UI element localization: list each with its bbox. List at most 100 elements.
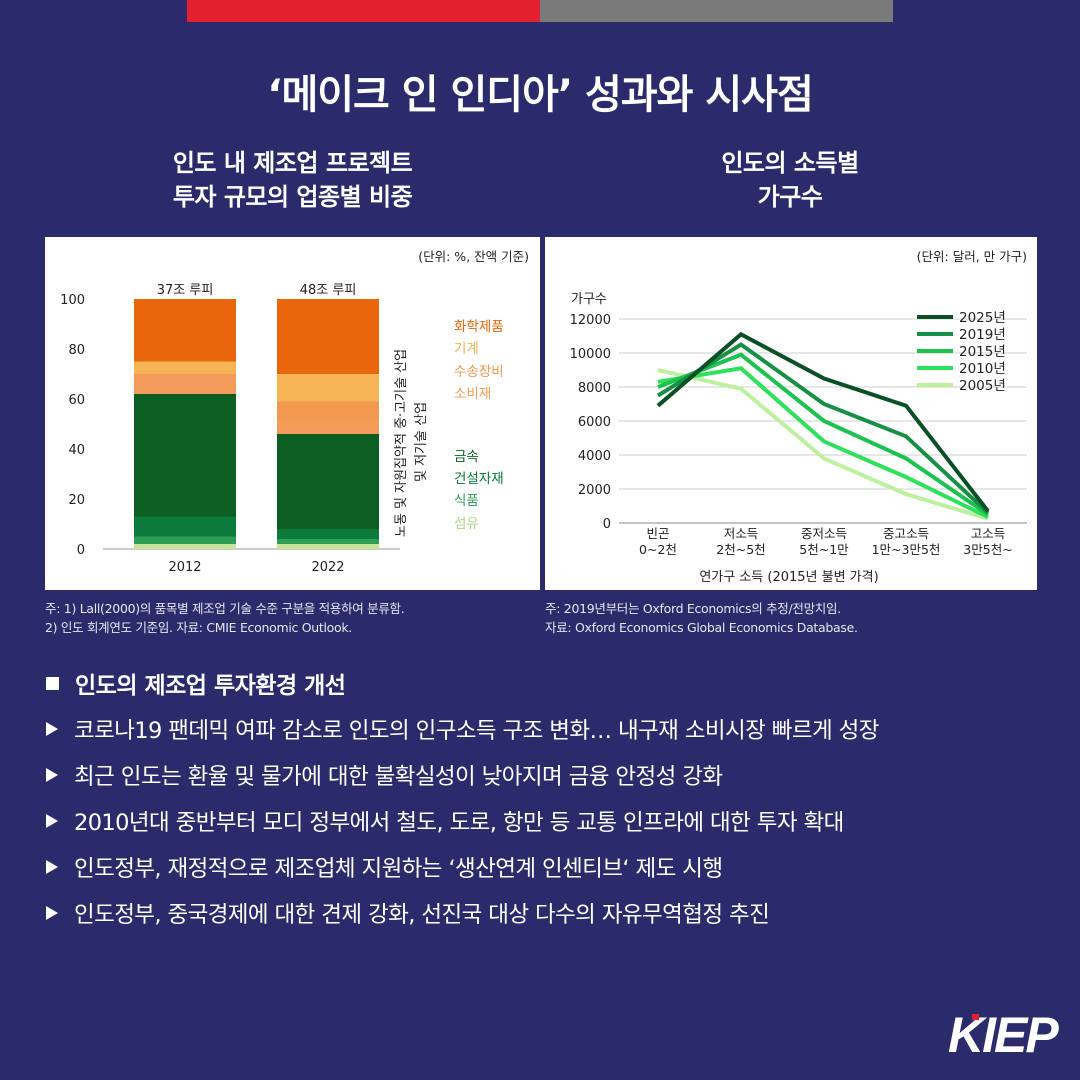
list-item: 2010년대 중반부터 모디 정부에서 철도, 도로, 항만 등 교통 인프라에… <box>46 798 1056 844</box>
legend-label-2025년: 2025년 <box>959 310 1006 326</box>
list-item-text: 최근 인도는 환율 및 물가에 대한 불확실성이 낮아지며 금융 안정성 강화 <box>74 764 723 790</box>
legend-label-2015년: 2015년 <box>959 344 1006 360</box>
bar-chart-panel: (단위: %, 잔액 기준) 0 20 40 60 80 100 37조 루피 2012 48조 … <box>45 237 540 590</box>
y-tick-label: 20 <box>68 493 85 508</box>
bar-segment-소비재 <box>134 374 236 394</box>
legend-label-식품: 식품 <box>454 493 479 509</box>
y-tick-label: 12000 <box>570 313 611 328</box>
list-item: 최근 인도는 환율 및 물가에 대한 불확실성이 낮아지며 금융 안정성 강화 <box>46 752 1056 798</box>
page-title: ‘메이크 인 인디아’ 성과와 시사점 <box>267 72 814 118</box>
triangle-bullet-icon <box>46 768 58 782</box>
legend-label-건설자재: 건설자재 <box>454 471 504 487</box>
series-line-2025년 <box>656 331 990 513</box>
list-item: 인도정부, 중국경제에 대한 견제 강화, 선진국 대상 다수의 자유무역협정 … <box>46 890 1056 936</box>
bar-segment-섬유 <box>134 544 236 549</box>
bar-segment-기계 <box>277 374 379 402</box>
triangle-bullet-icon <box>46 814 58 828</box>
y-tick-label: 6000 <box>578 415 611 430</box>
group-label: 및 저기술 산업 <box>414 402 429 482</box>
legend-label-2010년: 2010년 <box>959 361 1006 377</box>
left-chart-title-line: 인도 내 제조업 프로젝트 <box>172 149 413 177</box>
bar-segment-금속 <box>134 394 236 517</box>
bar-total-label: 48조 루피 <box>300 283 357 298</box>
note-line: 주: 1) Lall(2000)의 품목별 제조업 기술 수준 구분을 적용하여… <box>45 601 405 616</box>
left-chart-title-line: 투자 규모의 업종별 비중 <box>172 183 413 211</box>
legend-label-2005년: 2005년 <box>959 378 1006 394</box>
note-line: 2) 인도 회계연도 기준임. 자료: CMIE Economic Outloo… <box>45 620 352 635</box>
top-accent-bar-red <box>187 0 540 22</box>
y-tick-label: 4000 <box>578 449 611 464</box>
y-tick-label: 100 <box>60 293 85 308</box>
chart-unit-label: (단위: %, 잔액 기준) <box>418 249 529 264</box>
line-chart: (단위: 달러, 만 가구) 가구수 0 2000 4000 6000 8000 10000 1… <box>570 249 1027 585</box>
y-tick-label: 0 <box>603 517 611 532</box>
y-tick-label: 40 <box>68 443 85 458</box>
x-tick-label: 5천~1만 <box>799 542 849 557</box>
triangle-bullet-icon <box>46 860 58 874</box>
kiep-logo-text: KIEP <box>948 1007 1059 1060</box>
legend-label-금속: 금속 <box>454 449 479 465</box>
legend-label-기계: 기계 <box>454 341 479 357</box>
top-accent-bar-gray <box>540 0 893 22</box>
bar-segment-수송장비 <box>277 401 379 419</box>
bar-segment-건설자재 <box>277 529 379 539</box>
y-tick-label: 2000 <box>578 483 611 498</box>
left-chart-title: 인도 내 제조업 프로젝트 투자 규모의 업종별 비중 <box>45 146 540 214</box>
series-line-2019년 <box>656 342 990 515</box>
legend-label-수송장비: 수송장비 <box>454 364 504 380</box>
square-bullet-icon <box>46 676 59 690</box>
y-tick-label: 60 <box>68 393 85 408</box>
line-chart-panel: (단위: 달러, 만 가구) 가구수 0 2000 4000 6000 8000 10000 1… <box>545 237 1037 590</box>
right-chart-title-line: 인도의 소득별 <box>721 149 859 177</box>
right-chart-note: 주: 2019년부터는 Oxford Economics의 추정/전망치임. 자… <box>545 599 1037 637</box>
x-tick-label: 고소득 <box>971 526 1006 541</box>
bar-segment-섬유 <box>277 544 379 549</box>
left-chart-note: 주: 1) Lall(2000)의 품목별 제조업 기술 수준 구분을 적용하여… <box>45 599 540 637</box>
bar-segment-화학제품 <box>134 299 236 362</box>
bar-total-label: 37조 루피 <box>157 283 214 298</box>
legend-label-소비재: 소비재 <box>454 386 491 402</box>
x-tick-label: 저소득 <box>724 526 759 541</box>
section-heading-text: 인도의 제조업 투자환경 개선 <box>75 673 346 699</box>
x-tick-label: 중저소득 <box>801 526 847 541</box>
stacked-bar-chart: (단위: %, 잔액 기준) 0 20 40 60 80 100 37조 루피 2012 48조 … <box>60 249 529 575</box>
bar-segment-식품 <box>277 539 379 544</box>
series-line-2010년 <box>657 366 989 519</box>
kiep-logo-accent <box>972 1014 979 1020</box>
bar-segment-기계 <box>134 361 236 374</box>
bar-segment-금속 <box>277 434 379 529</box>
triangle-bullet-icon <box>46 906 58 920</box>
bar-segment-화학제품 <box>277 299 379 374</box>
x-tick-label: 2022 <box>311 560 344 575</box>
x-tick-label: 중고소득 <box>883 526 929 541</box>
x-tick-label: 1만~3만5천 <box>872 542 941 557</box>
bar-segment-소비재 <box>277 419 379 434</box>
list-item: 코로나19 팬데믹 여파 감소로 인도의 인구소득 구조 변화… 내구재 소비시… <box>46 706 1056 752</box>
series-line-2005년 <box>657 368 989 521</box>
triangle-bullet-icon <box>46 722 58 736</box>
right-chart-title-line: 가구수 <box>757 183 823 211</box>
kiep-logo: KIEP <box>948 1007 1060 1060</box>
section-heading: 인도의 제조업 투자환경 개선 <box>46 666 346 700</box>
y-tick-label: 10000 <box>570 347 611 362</box>
x-tick-label: 3만5천~ <box>963 542 1012 557</box>
x-tick-label: 0~2천 <box>639 542 677 557</box>
legend-label-화학제품: 화학제품 <box>454 319 504 335</box>
x-tick-label: 빈곤 <box>646 526 669 541</box>
bar-segment-건설자재 <box>134 516 236 537</box>
y-tick-label: 8000 <box>578 381 611 396</box>
y-tick-label: 80 <box>68 343 85 358</box>
legend-label-2019년: 2019년 <box>959 327 1006 343</box>
y-axis-title: 가구수 <box>571 292 607 307</box>
bullet-list: 코로나19 팬데믹 여파 감소로 인도의 인구소득 구조 변화… 내구재 소비시… <box>46 706 1056 936</box>
list-item-text: 2010년대 중반부터 모디 정부에서 철도, 도로, 항만 등 교통 인프라에… <box>74 810 844 836</box>
note-line: 자료: Oxford Economics Global Economics Da… <box>545 620 858 635</box>
bar-segment-식품 <box>134 536 236 544</box>
x-axis-title: 연가구 소득 (2015년 불변 가격) <box>699 570 878 585</box>
list-item-text: 인도정부, 중국경제에 대한 견제 강화, 선진국 대상 다수의 자유무역협정 … <box>74 902 770 928</box>
x-tick-label: 2012 <box>168 560 201 575</box>
y-tick-label: 0 <box>77 543 85 558</box>
right-chart-title: 인도의 소득별 가구수 <box>545 146 1035 214</box>
group-label: 노동 및 자원집약적 중·고기술 산업 <box>394 349 409 537</box>
legend-label-섬유: 섬유 <box>454 516 479 532</box>
